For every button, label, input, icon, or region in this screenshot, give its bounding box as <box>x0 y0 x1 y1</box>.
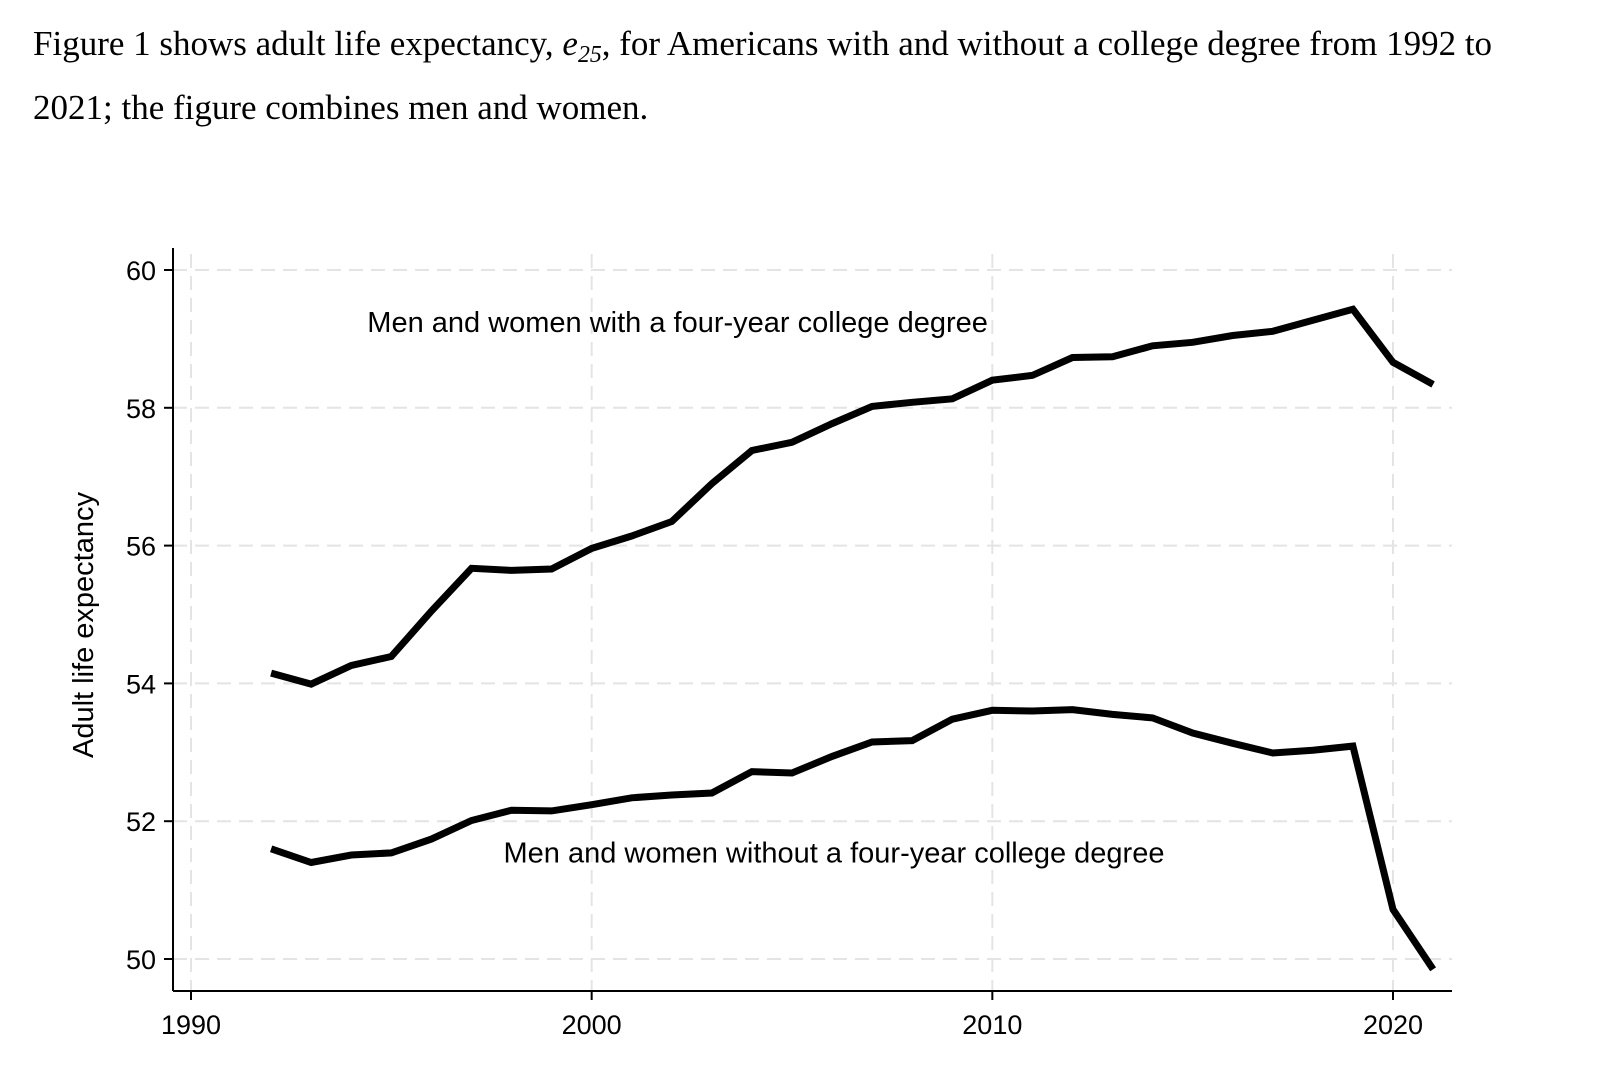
axes: 50 52 54 56 58 60 1990 2000 2010 2020 <box>126 248 1452 1040</box>
y-tick-label: 58 <box>126 394 156 424</box>
series-line-no-college <box>269 706 1437 972</box>
x-tick-label: 1990 <box>161 1010 221 1040</box>
x-tick-label: 2010 <box>962 1010 1022 1040</box>
series-labels: Men and women with a four-year college d… <box>367 307 1164 870</box>
intro-text-part1: Figure 1 shows adult life expectancy, <box>33 24 563 63</box>
y-tick-label: 54 <box>126 669 156 699</box>
variable-subscript: 25 <box>577 42 602 69</box>
x-tick-label: 2000 <box>562 1010 622 1040</box>
variable-base: e <box>562 24 578 63</box>
y-tick-label: 50 <box>126 945 156 975</box>
intro-paragraph: Figure 1 shows adult life expectancy, e2… <box>33 12 1573 140</box>
series-label-college: Men and women with a four-year college d… <box>367 307 988 339</box>
y-axis-label: Adult life expectancy <box>68 492 100 758</box>
series-lines <box>269 305 1437 972</box>
series-line-college <box>270 305 1435 688</box>
variable-e25: e25 <box>562 24 601 67</box>
series-label-no-college: Men and women without a four-year colleg… <box>504 838 1165 870</box>
y-tick-label: 60 <box>126 256 156 286</box>
x-tick-label: 2020 <box>1363 1010 1423 1040</box>
intro-text-part2: , for Americans with and without a colle… <box>33 24 1493 127</box>
y-tick-label: 52 <box>126 807 156 837</box>
y-tick-label: 56 <box>126 532 156 562</box>
grid-lines <box>173 254 1452 991</box>
